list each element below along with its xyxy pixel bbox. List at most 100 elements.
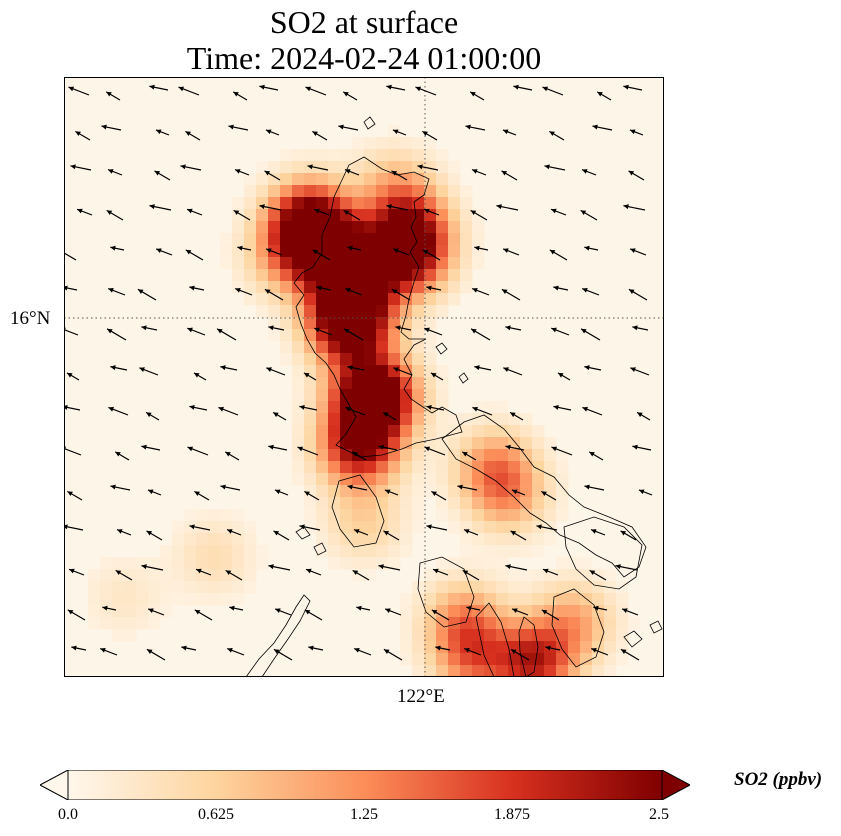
so2-cell: [448, 293, 461, 306]
so2-cell: [136, 581, 149, 594]
so2-cell: [496, 665, 509, 677]
so2-cell: [388, 509, 401, 522]
wind-arrow: [505, 325, 522, 331]
so2-cell: [280, 233, 293, 246]
wind-arrow: [629, 248, 647, 256]
so2-cell: [412, 509, 425, 522]
so2-cell: [388, 389, 401, 402]
so2-cell: [292, 461, 305, 474]
colorbar-tick: 0.0: [58, 806, 78, 823]
so2-cell: [304, 281, 317, 294]
so2-cell: [400, 401, 413, 414]
so2-cell: [556, 629, 569, 642]
so2-cell: [580, 653, 593, 666]
wind-arrow: [114, 451, 130, 461]
so2-cell: [364, 269, 377, 282]
so2-cell: [100, 557, 113, 570]
wind-arrow: [582, 406, 603, 416]
so2-cell: [496, 521, 509, 534]
wind-arrow: [189, 285, 205, 291]
so2-cell: [148, 557, 161, 570]
so2-cell: [304, 149, 317, 162]
coastline-mindoro: [331, 474, 385, 548]
so2-cell: [184, 509, 197, 522]
so2-cell: [388, 533, 401, 546]
wind-arrow: [545, 645, 561, 651]
so2-cell: [508, 569, 521, 582]
so2-cell: [292, 437, 305, 450]
so2-cell: [328, 353, 341, 366]
wind-arrow: [141, 325, 158, 331]
so2-cell: [388, 137, 401, 150]
wind-arrow: [304, 609, 323, 621]
so2-cell: [448, 653, 461, 666]
so2-cell: [364, 497, 377, 510]
map-title: SO2 at surface: [269, 4, 459, 40]
so2-cell: [304, 317, 317, 330]
wind-arrow: [303, 372, 317, 381]
so2-cell: [292, 425, 305, 438]
so2-cell: [364, 137, 377, 150]
so2-cell: [88, 593, 101, 606]
wind-arrow: [312, 130, 328, 141]
so2-cell: [616, 593, 629, 606]
so2-cell: [436, 161, 449, 174]
so2-cell: [328, 209, 341, 222]
so2-cell: [256, 173, 269, 186]
so2-cell: [496, 545, 509, 558]
wind-arrow: [107, 169, 123, 176]
so2-cell: [508, 497, 521, 510]
wind-arrow: [636, 411, 651, 421]
wind-arrow: [615, 564, 638, 571]
so2-cell: [232, 545, 245, 558]
so2-cell: [592, 665, 605, 677]
so2-cell: [544, 593, 557, 606]
wind-arrow: [632, 325, 649, 331]
so2-cell: [496, 473, 509, 486]
so2-cell: [436, 269, 449, 282]
so2-cell: [436, 221, 449, 234]
wind-arrow: [108, 406, 129, 416]
so2-cell: [268, 269, 281, 282]
so2-cell: [340, 377, 353, 390]
so2-cell: [244, 197, 257, 210]
gridlines: [64, 77, 664, 677]
so2-cell: [352, 305, 365, 318]
so2-cell: [124, 557, 137, 570]
wind-arrow: [501, 170, 518, 181]
so2-cell: [340, 509, 353, 522]
so2-cell: [556, 641, 569, 654]
wind-arrow: [147, 489, 162, 496]
so2-cell: [520, 497, 533, 510]
so2-cell: [448, 413, 461, 426]
so2-cell: [340, 545, 353, 558]
so2-cell: [412, 317, 425, 330]
so2-cell: [376, 545, 389, 558]
so2-cell: [436, 497, 449, 510]
so2-cell: [520, 605, 533, 618]
wind-arrow: [589, 569, 607, 581]
so2-cell: [148, 593, 161, 606]
wind-arrow: [432, 568, 449, 576]
so2-cell: [424, 437, 437, 450]
so2-cell: [376, 473, 389, 486]
so2-cell: [340, 209, 353, 222]
so2-cell: [316, 497, 329, 510]
so2-cell: [496, 401, 509, 414]
so2-cell: [412, 617, 425, 630]
so2-cell: [412, 665, 425, 677]
so2-cell: [472, 605, 485, 618]
so2-cell: [316, 425, 329, 438]
so2-cell: [424, 665, 437, 677]
so2-cell: [316, 473, 329, 486]
wind-arrow: [557, 372, 571, 381]
so2-cell: [460, 281, 473, 294]
so2-cell: [220, 245, 233, 258]
so2-cell: [316, 293, 329, 306]
so2-cell: [400, 593, 413, 606]
so2-cell: [364, 173, 377, 186]
so2-cell: [436, 425, 449, 438]
so2-cell: [340, 341, 353, 354]
wind-arrow: [181, 645, 197, 651]
so2-cell: [496, 557, 509, 570]
